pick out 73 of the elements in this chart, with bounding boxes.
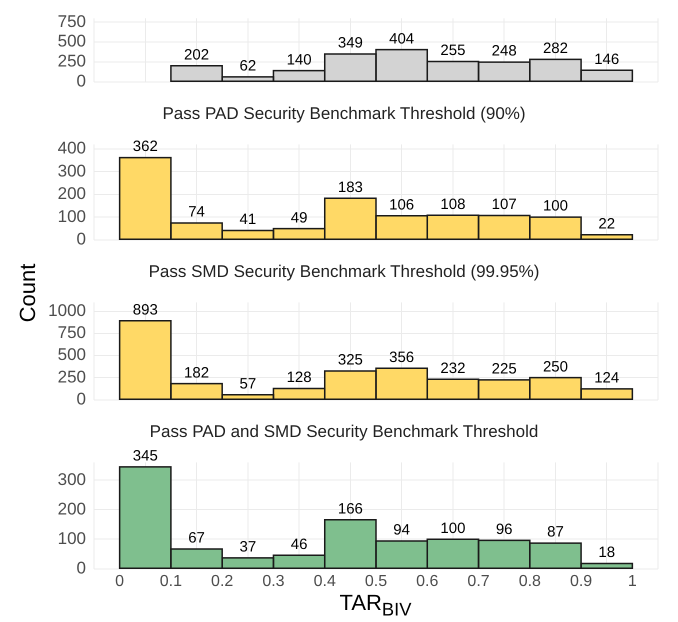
- data-label: 22: [598, 215, 616, 232]
- data-label: 57: [239, 375, 256, 392]
- data-label: 255: [440, 42, 466, 60]
- data-label: 250: [542, 358, 568, 376]
- data-label: 107: [492, 196, 517, 214]
- data-label: 356: [389, 348, 414, 366]
- data-label: 362: [132, 138, 158, 156]
- x-axis-title: TAR$_{BIV}$: [338, 590, 412, 620]
- y-tick-label: 500: [58, 32, 86, 51]
- data-label: 893: [132, 301, 158, 318]
- data-label: 349: [338, 34, 363, 52]
- y-tick-label: 250: [58, 52, 86, 71]
- x-tick-label: 1: [628, 572, 637, 590]
- data-label: 202: [184, 46, 210, 64]
- data-label: 87: [547, 524, 564, 541]
- chart-title: Pass PAD and SMD Security Benchmark Threshold: [150, 422, 538, 441]
- y-axis-title: Count: [15, 262, 41, 324]
- x-tick-label: 0.7: [467, 572, 490, 590]
- chart-title: Pass PAD Security Benchmark Threshold (90%): [162, 104, 526, 123]
- y-tick-label: 0: [76, 71, 86, 90]
- y-tick-label: 0: [76, 389, 86, 408]
- data-label: 345: [132, 447, 158, 464]
- data-label: 46: [290, 536, 308, 553]
- y-tick-label: 300: [58, 161, 86, 180]
- data-label: 128: [286, 369, 312, 386]
- y-tick-label: 100: [58, 528, 86, 548]
- data-label: 124: [594, 369, 620, 386]
- data-label: 94: [393, 522, 410, 539]
- data-label: 49: [290, 209, 308, 226]
- x-tick-label: 0.9: [570, 572, 592, 590]
- y-tick-label: 200: [58, 499, 86, 518]
- data-label: 166: [338, 500, 363, 518]
- y-tick-label: 200: [58, 184, 86, 204]
- data-label: 18: [598, 544, 616, 562]
- data-label: 183: [338, 178, 363, 196]
- x-tick-label: 0.1: [160, 572, 182, 590]
- data-label: 100: [440, 520, 466, 537]
- x-tick-label: 0: [115, 572, 124, 590]
- x-tick-label: 0.3: [262, 572, 285, 590]
- x-tick-label: 0.6: [416, 572, 438, 590]
- data-label: 182: [184, 364, 210, 382]
- y-tick-label: 1000: [48, 300, 86, 320]
- y-tick-label: 0: [76, 558, 86, 578]
- data-label: 108: [440, 196, 466, 213]
- data-label: 37: [239, 538, 256, 556]
- data-label: 225: [492, 360, 517, 378]
- data-label: 106: [389, 196, 414, 214]
- chart-title: Pass SMD Security Benchmark Threshold (99.95%): [148, 262, 540, 281]
- y-tick-label: 250: [58, 367, 86, 386]
- data-label: 41: [239, 211, 256, 228]
- y-tick-label: 500: [58, 345, 86, 364]
- data-label: 325: [338, 352, 363, 369]
- y-tick-label: 0: [76, 229, 86, 248]
- y-tick-label: 400: [58, 138, 86, 158]
- data-label: 67: [188, 530, 205, 547]
- data-label: 62: [239, 58, 256, 75]
- x-tick-label: 0.8: [518, 572, 542, 590]
- y-tick-label: 100: [58, 206, 86, 226]
- x-tick-label: 0.2: [211, 572, 234, 590]
- data-label: 404: [389, 30, 414, 48]
- data-label: 248: [492, 42, 517, 60]
- x-tick-label: 0.4: [314, 572, 336, 590]
- data-label: 74: [188, 204, 205, 221]
- y-tick-label: 750: [58, 12, 86, 31]
- data-label: 100: [542, 198, 568, 215]
- data-label: 282: [542, 40, 568, 58]
- y-tick-label: 300: [58, 470, 86, 489]
- data-label: 146: [594, 50, 620, 68]
- y-tick-label: 750: [58, 323, 86, 342]
- data-label: 232: [440, 360, 466, 377]
- data-label: 140: [286, 51, 312, 68]
- data-label: 96: [496, 521, 513, 538]
- x-tick-label: 0.5: [364, 572, 388, 590]
